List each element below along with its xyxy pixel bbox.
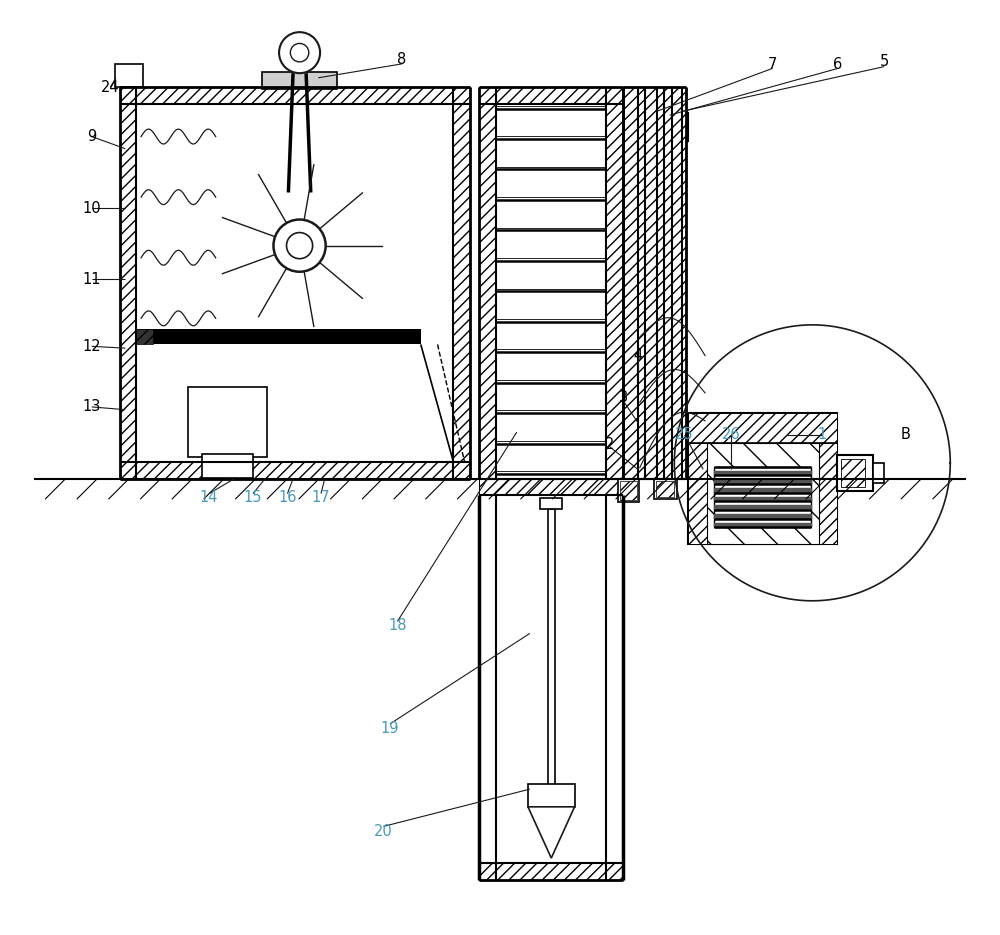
Bar bbox=[120, 87, 136, 479]
Text: 10: 10 bbox=[82, 201, 101, 216]
Bar bbox=[623, 87, 686, 479]
Text: 5: 5 bbox=[879, 54, 889, 69]
Bar bbox=[670, 116, 686, 139]
Bar bbox=[841, 459, 865, 487]
Bar bbox=[136, 328, 421, 344]
Bar bbox=[479, 87, 496, 479]
Bar bbox=[136, 328, 153, 344]
Bar bbox=[120, 462, 470, 479]
Text: 15: 15 bbox=[244, 490, 262, 505]
Text: B: B bbox=[901, 427, 910, 442]
Text: 8: 8 bbox=[397, 51, 407, 66]
Bar bbox=[654, 479, 677, 499]
Bar bbox=[668, 113, 688, 141]
Bar bbox=[656, 481, 674, 497]
Bar bbox=[714, 467, 811, 527]
Bar bbox=[540, 498, 562, 510]
Text: 20: 20 bbox=[374, 824, 393, 839]
Bar bbox=[620, 482, 637, 500]
Text: 3: 3 bbox=[618, 390, 628, 405]
Bar bbox=[120, 87, 470, 104]
Text: 24: 24 bbox=[101, 79, 120, 94]
Text: 18: 18 bbox=[388, 618, 407, 634]
Text: 7: 7 bbox=[768, 57, 777, 72]
Bar bbox=[479, 87, 623, 104]
Bar bbox=[688, 443, 707, 544]
Text: 17: 17 bbox=[312, 490, 330, 505]
Bar bbox=[873, 463, 884, 483]
Bar bbox=[623, 87, 686, 479]
Bar bbox=[688, 413, 837, 443]
Text: 4: 4 bbox=[633, 348, 643, 363]
Text: 13: 13 bbox=[82, 399, 101, 414]
Bar bbox=[453, 87, 470, 479]
Bar bbox=[606, 87, 623, 479]
Bar bbox=[202, 454, 253, 478]
Circle shape bbox=[290, 43, 309, 62]
Bar bbox=[479, 479, 623, 496]
Text: 26: 26 bbox=[722, 427, 741, 442]
Bar bbox=[496, 496, 606, 863]
Circle shape bbox=[279, 32, 320, 73]
Text: 2: 2 bbox=[605, 437, 615, 452]
Text: 14: 14 bbox=[200, 490, 218, 505]
Bar bbox=[707, 443, 819, 544]
Text: 9: 9 bbox=[87, 129, 96, 144]
Bar bbox=[496, 104, 606, 479]
Text: 16: 16 bbox=[278, 490, 297, 505]
Text: 11: 11 bbox=[82, 272, 101, 287]
Bar bbox=[188, 387, 267, 457]
Bar bbox=[688, 413, 837, 544]
Text: 19: 19 bbox=[381, 721, 399, 736]
Bar bbox=[548, 510, 555, 802]
Bar bbox=[136, 104, 453, 462]
Text: 6: 6 bbox=[833, 57, 842, 72]
Bar bbox=[528, 784, 575, 807]
Circle shape bbox=[287, 233, 313, 259]
Polygon shape bbox=[528, 807, 575, 858]
Bar bbox=[623, 87, 686, 479]
Circle shape bbox=[273, 220, 326, 272]
Text: 12: 12 bbox=[82, 338, 101, 353]
Text: 1: 1 bbox=[817, 427, 826, 442]
Bar bbox=[819, 443, 837, 544]
Bar bbox=[115, 64, 143, 87]
Text: 25: 25 bbox=[675, 427, 694, 442]
Bar bbox=[479, 863, 623, 880]
Bar bbox=[618, 479, 639, 502]
Bar bbox=[262, 72, 337, 89]
Bar bbox=[837, 455, 873, 491]
